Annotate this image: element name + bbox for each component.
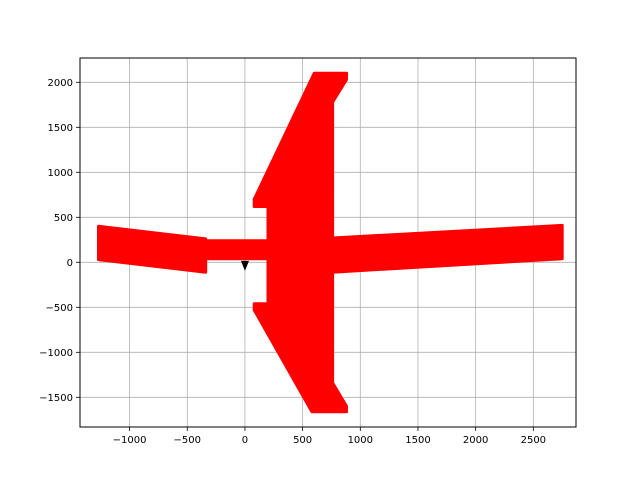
- origin-marker: [240, 260, 249, 271]
- x-axis: −1000 −500 0 500 1000 1500 2000 2500: [113, 427, 546, 446]
- y-tick-label: −1500: [39, 393, 73, 404]
- y-tick-label: −500: [46, 303, 73, 314]
- x-tick-label: −500: [174, 435, 201, 446]
- axes-frame: [79, 57, 577, 428]
- y-tick-label: 0: [67, 258, 73, 269]
- upper-swept-section: [252, 71, 348, 208]
- data-markers: [240, 260, 249, 271]
- x-tick-label: 1000: [348, 435, 373, 446]
- left-connector: [204, 239, 270, 261]
- fuselage: [266, 205, 335, 306]
- y-axis: −1500 −1000 −500 0 500 1000 1500 2000: [39, 78, 80, 404]
- y-tick-label: 2000: [48, 78, 73, 89]
- y-tick-label: 500: [54, 213, 73, 224]
- data-shapes: [97, 71, 564, 414]
- x-tick-label: 0: [242, 435, 248, 446]
- right-wing: [331, 223, 564, 274]
- x-tick-label: 500: [293, 435, 312, 446]
- y-tick-label: −1000: [39, 348, 73, 359]
- x-tick-label: 2000: [463, 435, 488, 446]
- left-wing: [97, 224, 208, 274]
- y-tick-label: 1000: [48, 168, 73, 179]
- x-tick-label: −1000: [113, 435, 147, 446]
- x-tick-label: 2500: [521, 435, 546, 446]
- lower-swept-section: [252, 302, 348, 414]
- y-tick-label: 1500: [48, 123, 73, 134]
- x-tick-label: 1500: [405, 435, 430, 446]
- plot-area: [79, 57, 577, 428]
